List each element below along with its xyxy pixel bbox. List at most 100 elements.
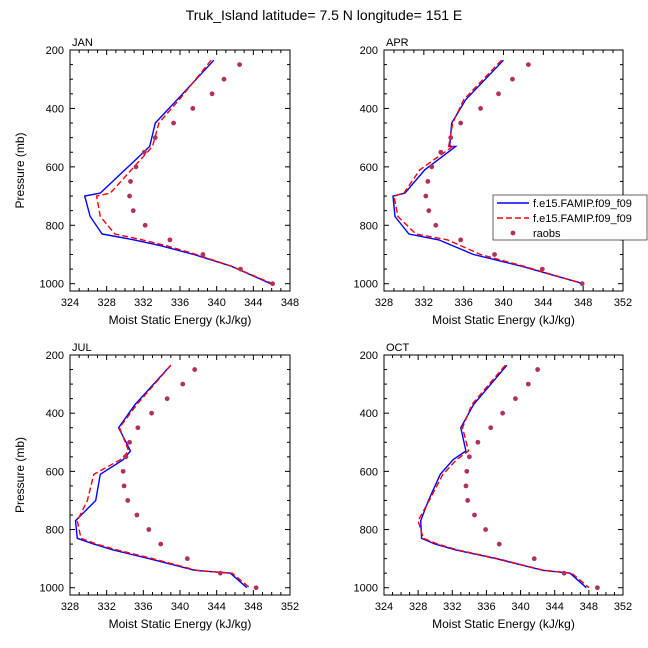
x-tick-label: 344 [207, 601, 225, 613]
raobs-point [130, 208, 136, 214]
raobs-point [478, 106, 483, 111]
y-tick-label: 1000 [40, 279, 64, 291]
legend-label: raobs [533, 228, 561, 240]
y-tick-label: 1000 [354, 279, 378, 291]
x-tick-label: 344 [244, 297, 262, 309]
y-tick-label: 600 [360, 466, 378, 478]
y-tick-label: 200 [46, 350, 64, 362]
x-tick-label: 344 [546, 601, 564, 613]
panel-apr: APR 328 332 336 340 344 348 352 200 400 600 800 1000… [354, 37, 633, 327]
x-tick-label: 336 [134, 601, 152, 613]
x-tick-label: 332 [134, 297, 152, 309]
x-axis-label: Moist Static Energy (kJ/kg) [432, 617, 575, 631]
raobs-point [525, 62, 531, 68]
x-tick-label: 328 [375, 297, 393, 309]
y-axis-label: Pressure (mb) [13, 132, 27, 208]
raobs-point [209, 91, 215, 97]
raobs-point [458, 237, 464, 243]
y-tick-label: 800 [46, 525, 64, 537]
raobs-point [594, 585, 600, 591]
y-tick-label: 400 [360, 408, 378, 420]
raobs-point [180, 381, 186, 387]
raobs-point [463, 483, 469, 489]
x-tick-label: 352 [614, 297, 632, 309]
raobs-point [253, 585, 259, 591]
raobs-point [464, 468, 470, 474]
x-tick-label: 352 [281, 601, 299, 613]
series-line-2 [76, 364, 251, 589]
y-tick-label: 600 [360, 162, 378, 174]
x-tick-label: 336 [477, 601, 495, 613]
raobs-point [426, 208, 432, 214]
raobs-point [496, 91, 501, 97]
x-tick-label: 340 [494, 297, 512, 309]
raobs-point [466, 454, 472, 460]
raobs-point [429, 164, 435, 170]
raobs-point [221, 76, 227, 82]
y-axis-label: Pressure (mb) [13, 437, 27, 513]
raobs-point [133, 164, 139, 170]
plot-frame [69, 49, 291, 292]
raobs-point [488, 425, 494, 431]
series-line-2 [417, 364, 590, 589]
panel-label: OCT [386, 342, 410, 354]
raobs-point [141, 149, 147, 155]
panel-jan: JAN 324 328 332 336 340 344 348 200 400 600 800 1000… [13, 37, 299, 327]
raobs-point [539, 266, 545, 272]
y-tick-label: 800 [360, 220, 378, 232]
raobs-point [158, 541, 164, 547]
raobs-point [510, 76, 515, 82]
panels: JAN 324 328 332 336 340 344 348 200 400 600 800 1000… [13, 37, 632, 631]
raobs-point [152, 135, 158, 141]
x-tick-label: 352 [614, 601, 632, 613]
raobs-point [496, 541, 502, 547]
x-tick-label: 328 [97, 297, 115, 309]
x-tick-label: 344 [534, 297, 552, 309]
raobs-point [120, 468, 126, 474]
x-tick-label: 348 [244, 601, 262, 613]
raobs-point [123, 454, 129, 460]
x-axis-label: Moist Static Energy (kJ/kg) [109, 617, 252, 631]
y-tick-label: 200 [360, 350, 378, 362]
legend-label: f.e15.FAMIP.f09_f09 [533, 213, 632, 225]
raobs-point [579, 281, 585, 287]
panel-jul: JUL 328 332 336 340 344 348 352 200 400 600 800 1000… [13, 342, 299, 631]
raobs-point [475, 439, 481, 445]
raobs-point [128, 179, 133, 184]
y-tick-label: 800 [46, 220, 64, 232]
y-tick-label: 200 [46, 45, 64, 57]
panel-label: APR [386, 37, 409, 49]
raobs-point [184, 556, 190, 562]
raobs-point [135, 425, 141, 431]
raobs-point [149, 410, 154, 416]
raobs-point [217, 570, 223, 576]
raobs-point [472, 512, 477, 518]
series-line-1 [392, 59, 584, 285]
raobs-point [146, 527, 152, 532]
raobs-point [561, 570, 567, 576]
legend-marker [510, 230, 516, 236]
y-tick-label: 1000 [354, 583, 378, 595]
raobs-point [121, 483, 127, 489]
series-line-1 [74, 364, 248, 589]
raobs-point [142, 222, 148, 228]
raobs-point [448, 135, 454, 141]
x-axis-label: Moist Static Energy (kJ/kg) [432, 313, 575, 327]
series-line-2 [95, 59, 273, 285]
raobs-point [238, 266, 243, 272]
x-tick-label: 328 [409, 601, 427, 613]
y-tick-label: 200 [360, 45, 378, 57]
raobs-point [200, 252, 206, 257]
legend-label: f.e15.FAMIP.f09_f09 [533, 198, 632, 210]
raobs-point [438, 149, 444, 155]
y-tick-label: 600 [46, 466, 64, 478]
raobs-point [171, 120, 176, 126]
raobs-point [525, 381, 531, 387]
raobs-point [425, 179, 431, 184]
y-tick-label: 800 [360, 525, 378, 537]
series-line-1 [83, 59, 271, 285]
y-tick-label: 600 [46, 162, 64, 174]
figure-title: Truk_Island latitude= 7.5 N longitude= 1… [186, 7, 463, 23]
raobs-point [483, 527, 488, 532]
